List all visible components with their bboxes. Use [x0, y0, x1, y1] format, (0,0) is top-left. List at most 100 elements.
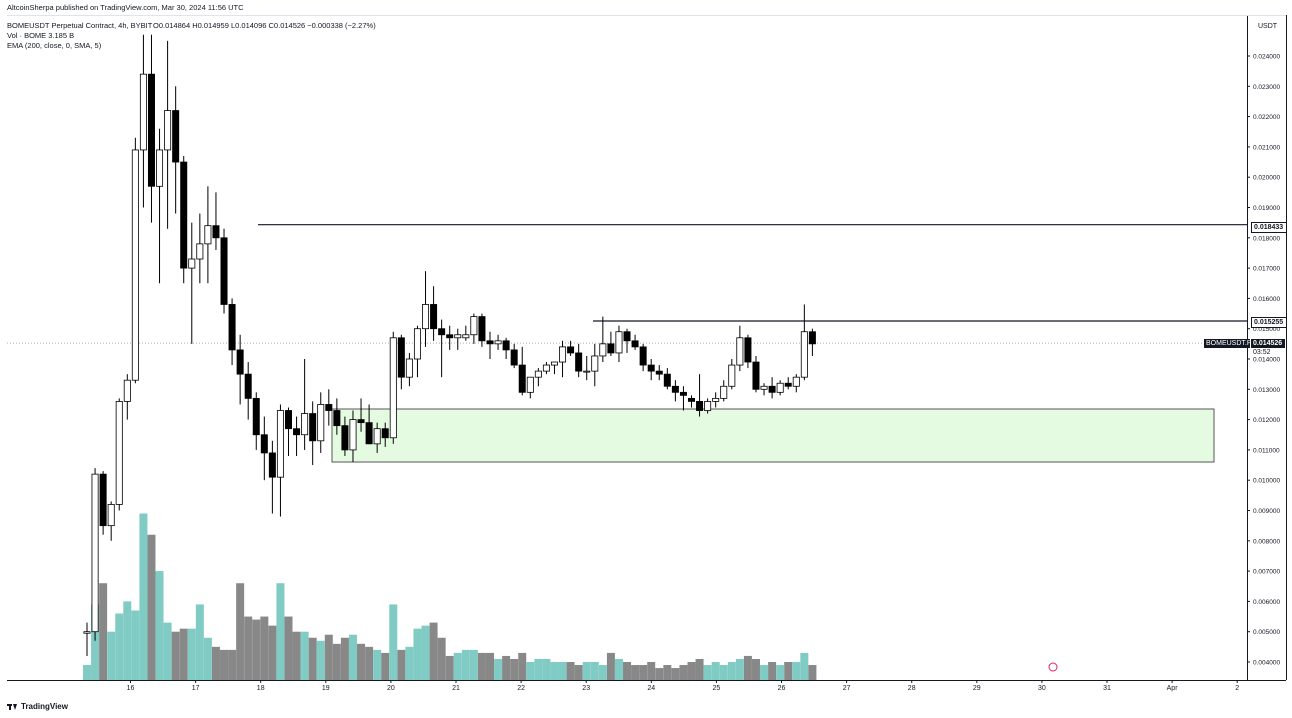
candle-body[interactable]: [760, 385, 768, 390]
candle-body[interactable]: [438, 328, 446, 336]
candle-body[interactable]: [276, 410, 284, 478]
candle-body[interactable]: [784, 382, 792, 387]
candle-body[interactable]: [454, 334, 462, 339]
candle-body[interactable]: [518, 364, 526, 393]
candle-body[interactable]: [349, 419, 357, 451]
ema-legend[interactable]: EMA (200, close, 0, SMA, 5): [7, 41, 102, 50]
candle-body[interactable]: [486, 340, 494, 345]
candle-body[interactable]: [220, 237, 228, 305]
candle-body[interactable]: [325, 404, 333, 411]
candle-body[interactable]: [696, 401, 704, 411]
candle-body[interactable]: [156, 149, 164, 187]
candle-body[interactable]: [704, 401, 712, 411]
candle-body[interactable]: [575, 352, 583, 372]
candle-body[interactable]: [131, 149, 139, 381]
candle-body[interactable]: [236, 349, 244, 375]
candle-body[interactable]: [91, 473, 99, 633]
candle-body[interactable]: [615, 331, 623, 354]
candle-body[interactable]: [720, 385, 728, 399]
candle-body[interactable]: [107, 504, 115, 527]
candle-body[interactable]: [534, 370, 542, 378]
candle-body[interactable]: [164, 110, 172, 151]
volume-legend[interactable]: Vol · BOME 3.185 B: [7, 31, 75, 40]
candle-body[interactable]: [712, 397, 720, 402]
candle-body[interactable]: [647, 364, 655, 372]
candle-body[interactable]: [99, 473, 107, 527]
candle-body[interactable]: [373, 428, 381, 445]
candle-body[interactable]: [623, 331, 631, 342]
candle-body[interactable]: [341, 425, 349, 451]
candle-body[interactable]: [365, 422, 373, 445]
candle-body[interactable]: [180, 161, 188, 269]
candle-body[interactable]: [736, 337, 744, 366]
candle-body[interactable]: [688, 397, 696, 402]
candle-body[interactable]: [293, 428, 301, 436]
candle-body[interactable]: [768, 385, 776, 393]
candle-body[interactable]: [244, 373, 252, 399]
candle-body[interactable]: [542, 364, 550, 372]
candle-body[interactable]: [413, 328, 421, 360]
candle-body[interactable]: [301, 413, 309, 436]
candle-body[interactable]: [639, 346, 647, 366]
candle-body[interactable]: [671, 385, 679, 393]
currency-label[interactable]: USDT: [1258, 23, 1278, 30]
candle-body[interactable]: [284, 410, 292, 430]
candle-body[interactable]: [405, 358, 413, 378]
candle-body[interactable]: [381, 428, 389, 439]
candle-body[interactable]: [583, 370, 591, 373]
candle-body[interactable]: [607, 343, 615, 354]
candle-body[interactable]: [792, 376, 800, 387]
candle-body[interactable]: [252, 397, 260, 436]
candle-body[interactable]: [744, 337, 752, 363]
candle-body[interactable]: [188, 258, 196, 269]
candle-body[interactable]: [204, 225, 212, 245]
candle-body[interactable]: [317, 404, 325, 442]
volume-bar: [131, 610, 140, 680]
candle-body[interactable]: [559, 346, 567, 363]
candle-body[interactable]: [663, 373, 671, 387]
candle-body[interactable]: [808, 331, 816, 345]
candle-body[interactable]: [123, 379, 131, 402]
candle-body[interactable]: [212, 225, 220, 239]
candle-body[interactable]: [679, 391, 687, 396]
candle-body[interactable]: [147, 73, 155, 187]
candle-body[interactable]: [728, 364, 736, 387]
tradingview-logo[interactable]: TradingView: [7, 702, 68, 711]
candle-body[interactable]: [446, 334, 454, 339]
candle-body[interactable]: [309, 413, 317, 442]
candle-body[interactable]: [260, 434, 268, 454]
candle-body[interactable]: [510, 349, 518, 366]
candle-body[interactable]: [228, 304, 236, 351]
candle-body[interactable]: [752, 361, 760, 390]
candle-body[interactable]: [430, 304, 438, 330]
candle-body[interactable]: [599, 343, 607, 357]
candle-body[interactable]: [631, 340, 639, 348]
candle-body[interactable]: [526, 376, 534, 393]
candle-body[interactable]: [422, 304, 430, 330]
candle-body[interactable]: [462, 334, 470, 339]
event-marker-icon[interactable]: [1048, 662, 1058, 672]
candle-body[interactable]: [172, 110, 180, 163]
candle-body[interactable]: [115, 401, 123, 505]
support-zone[interactable]: [331, 408, 1215, 463]
candle-body[interactable]: [494, 340, 502, 345]
candle-body[interactable]: [397, 337, 405, 378]
candle-body[interactable]: [550, 361, 558, 366]
candle-body[interactable]: [83, 631, 91, 634]
candle-body[interactable]: [139, 73, 147, 151]
candle-body[interactable]: [333, 410, 341, 427]
candle-body[interactable]: [478, 316, 486, 342]
candle-body[interactable]: [268, 452, 276, 478]
candle-body[interactable]: [591, 355, 599, 372]
candle-body[interactable]: [655, 370, 663, 375]
symbol-title[interactable]: BOMEUSDT Perpetual Contract, 4h, BYBIT: [7, 21, 153, 30]
candle-body[interactable]: [389, 337, 397, 439]
candle-body[interactable]: [776, 382, 784, 393]
candle-body[interactable]: [196, 243, 204, 260]
candle-body[interactable]: [470, 316, 478, 336]
candle-body[interactable]: [357, 419, 365, 424]
candle-body[interactable]: [800, 331, 808, 378]
candle-body[interactable]: [567, 346, 575, 354]
candle-body[interactable]: [502, 340, 510, 351]
